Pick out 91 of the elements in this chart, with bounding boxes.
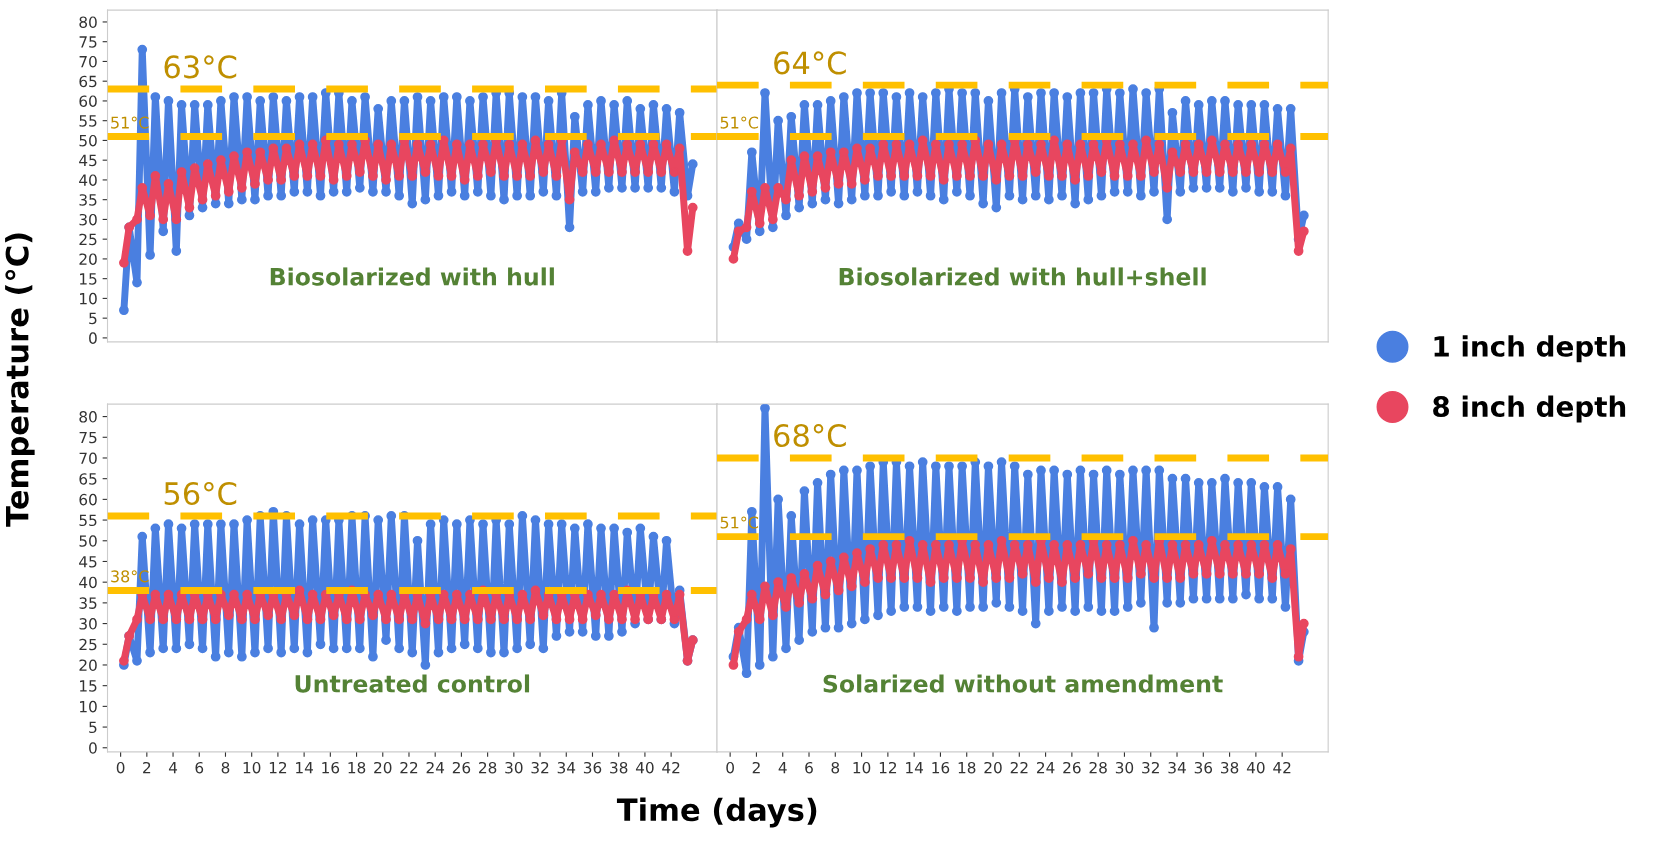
- x-tick-label: 12: [879, 761, 897, 774]
- x-tick-label: 28: [1089, 761, 1107, 774]
- y-tick-label: 25: [79, 233, 97, 246]
- x-tick-label: 2: [143, 761, 151, 774]
- y-tick-label: 30: [79, 618, 97, 630]
- text: Biosolarized with hull: [270, 267, 554, 286]
- text: Solarized without amendment: [823, 674, 1223, 693]
- x-tick-label: 40: [635, 761, 654, 774]
- x-tick-label: 34: [557, 761, 576, 774]
- x-tick-label: 4: [778, 762, 787, 774]
- legend-label: 1 inch depth: [1434, 335, 1626, 363]
- x-tick-label: 26: [1063, 761, 1081, 774]
- y-tick-label: 10: [80, 700, 97, 713]
- y-tick-label: 20: [79, 659, 97, 671]
- y-tick-label: 35: [79, 597, 97, 609]
- x-tick-label: 22: [1010, 761, 1028, 774]
- y-tick-label: 20: [79, 253, 97, 265]
- ref-line-label: 68°C: [774, 423, 846, 448]
- x-tick-label: 2: [752, 761, 760, 774]
- x-tick-label: 26: [452, 761, 471, 774]
- y-tick-label: 55: [79, 115, 97, 127]
- y-tick-label: 10: [80, 292, 97, 305]
- ref-line-label: 51°C: [720, 116, 759, 129]
- y-tick-label: 25: [79, 638, 97, 651]
- x-tick-label: 12: [269, 761, 287, 774]
- y-tick-label: 5: [89, 721, 97, 734]
- y-tick-label: 15: [80, 680, 97, 692]
- x-tick-label: 42: [662, 761, 680, 774]
- y-tick-label: 0: [89, 332, 97, 344]
- x-tick-label: 14: [906, 762, 924, 774]
- y-tick-label: 80: [79, 411, 97, 423]
- x-tick-label: 16: [932, 761, 950, 774]
- x-tick-label: 28: [479, 761, 497, 774]
- y-tick-label: 40: [79, 174, 97, 186]
- y-tick-label: 75: [79, 431, 97, 444]
- x-tick-label: 32: [1142, 761, 1159, 774]
- x-tick-label: 0: [726, 761, 734, 774]
- x-tick-label: 22: [400, 761, 418, 774]
- y-tick-label: 45: [79, 154, 97, 167]
- x-tick-label: 0: [116, 761, 125, 774]
- x-tick-label: 6: [195, 761, 204, 774]
- x-tick-label: 32: [531, 761, 549, 774]
- y-tick-label: 80: [79, 16, 97, 28]
- y-tick-label: 30: [79, 213, 97, 226]
- x-tick-label: 8: [831, 761, 840, 774]
- x-tick-label: 36: [1194, 761, 1213, 774]
- y-tick-label: 35: [79, 194, 97, 206]
- x-tick-label: 8: [221, 761, 230, 774]
- ref-line-label: 64°C: [774, 51, 846, 75]
- x-tick-label: 30: [1115, 761, 1134, 774]
- y-tick-label: 65: [79, 75, 97, 88]
- x-axis-title: Time (days): [616, 797, 817, 828]
- x-tick-label: 4: [168, 762, 178, 774]
- y-tick-label: 75: [79, 36, 97, 48]
- y-tick-label: 40: [79, 576, 97, 589]
- y-tick-label: 5: [89, 312, 97, 325]
- x-tick-label: 24: [1036, 761, 1055, 774]
- x-tick-label: 38: [1221, 761, 1239, 774]
- x-tick-label: 14: [296, 762, 313, 774]
- x-tick-label: 34: [1168, 761, 1186, 774]
- y-tick-label: 70: [79, 452, 97, 464]
- y-tick-label: 65: [79, 473, 97, 485]
- text: Biosolarized with hull+shell: [839, 267, 1206, 286]
- x-tick-label: 16: [322, 761, 340, 774]
- y-tick-label: 70: [79, 55, 97, 68]
- y-tick-label: 45: [79, 556, 97, 568]
- x-tick-label: 42: [1273, 761, 1291, 774]
- y-tick-label: 55: [79, 514, 97, 527]
- y-tick-label: 50: [79, 535, 97, 547]
- x-tick-label: 20: [374, 761, 392, 774]
- x-tick-label: 10: [853, 761, 871, 774]
- x-tick-label: 40: [1246, 761, 1265, 774]
- y-tick-label: 15: [80, 273, 97, 285]
- x-tick-label: 38: [610, 761, 628, 774]
- ref-line-label: 56°C: [164, 481, 237, 506]
- x-tick-label: 36: [583, 761, 602, 774]
- ref-line-label: 63°C: [164, 55, 237, 79]
- y-axis-title: Temperature (°C): [5, 233, 35, 527]
- text: Untreated control: [295, 674, 530, 693]
- x-tick-label: 10: [243, 761, 261, 774]
- x-tick-label: 20: [984, 761, 1002, 774]
- y-tick-label: 60: [79, 95, 97, 107]
- x-tick-label: 6: [805, 761, 813, 774]
- legend-label: 8 inch depth: [1433, 395, 1626, 423]
- x-tick-label: 24: [426, 761, 445, 774]
- x-tick-label: 18: [958, 761, 976, 774]
- y-tick-label: 60: [79, 493, 97, 506]
- y-tick-label: 0: [89, 742, 97, 754]
- x-tick-label: 18: [348, 761, 366, 774]
- y-tick-label: 50: [79, 134, 97, 147]
- x-tick-label: 30: [505, 761, 523, 774]
